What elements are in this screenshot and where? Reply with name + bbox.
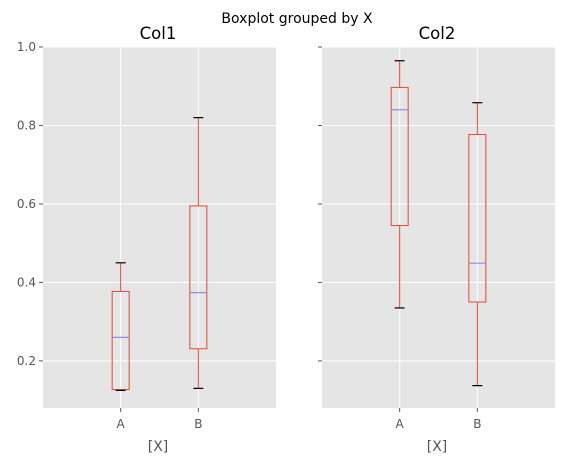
- x-tick-label-col1: B: [194, 417, 202, 431]
- y-tick-label: 1.0: [17, 40, 36, 54]
- box-col2-a: [390, 86, 409, 227]
- y-tick-label: 0.2: [17, 354, 36, 368]
- x-axis-label-col2: [X]: [427, 439, 448, 455]
- x-tick-label-col2: A: [396, 417, 405, 431]
- panel-title-col1: Col1: [140, 24, 177, 43]
- panel-title-col2: Col2: [419, 24, 456, 43]
- plot-area-col1: [43, 47, 276, 408]
- box-col1-b: [189, 205, 208, 350]
- plot-area-col2: [322, 47, 555, 408]
- x-axis-label-col1: [X]: [148, 439, 169, 455]
- y-tick-label: 0.4: [17, 275, 36, 289]
- x-tick-label-col2: B: [473, 417, 481, 431]
- x-tick-label-col1: A: [117, 417, 126, 431]
- box-col2-b: [468, 134, 487, 303]
- y-tick-label: 0.6: [17, 197, 36, 211]
- y-tick-label: 0.8: [17, 118, 36, 132]
- figure-title: Boxplot grouped by X: [221, 11, 373, 27]
- box-col1-a: [111, 290, 130, 391]
